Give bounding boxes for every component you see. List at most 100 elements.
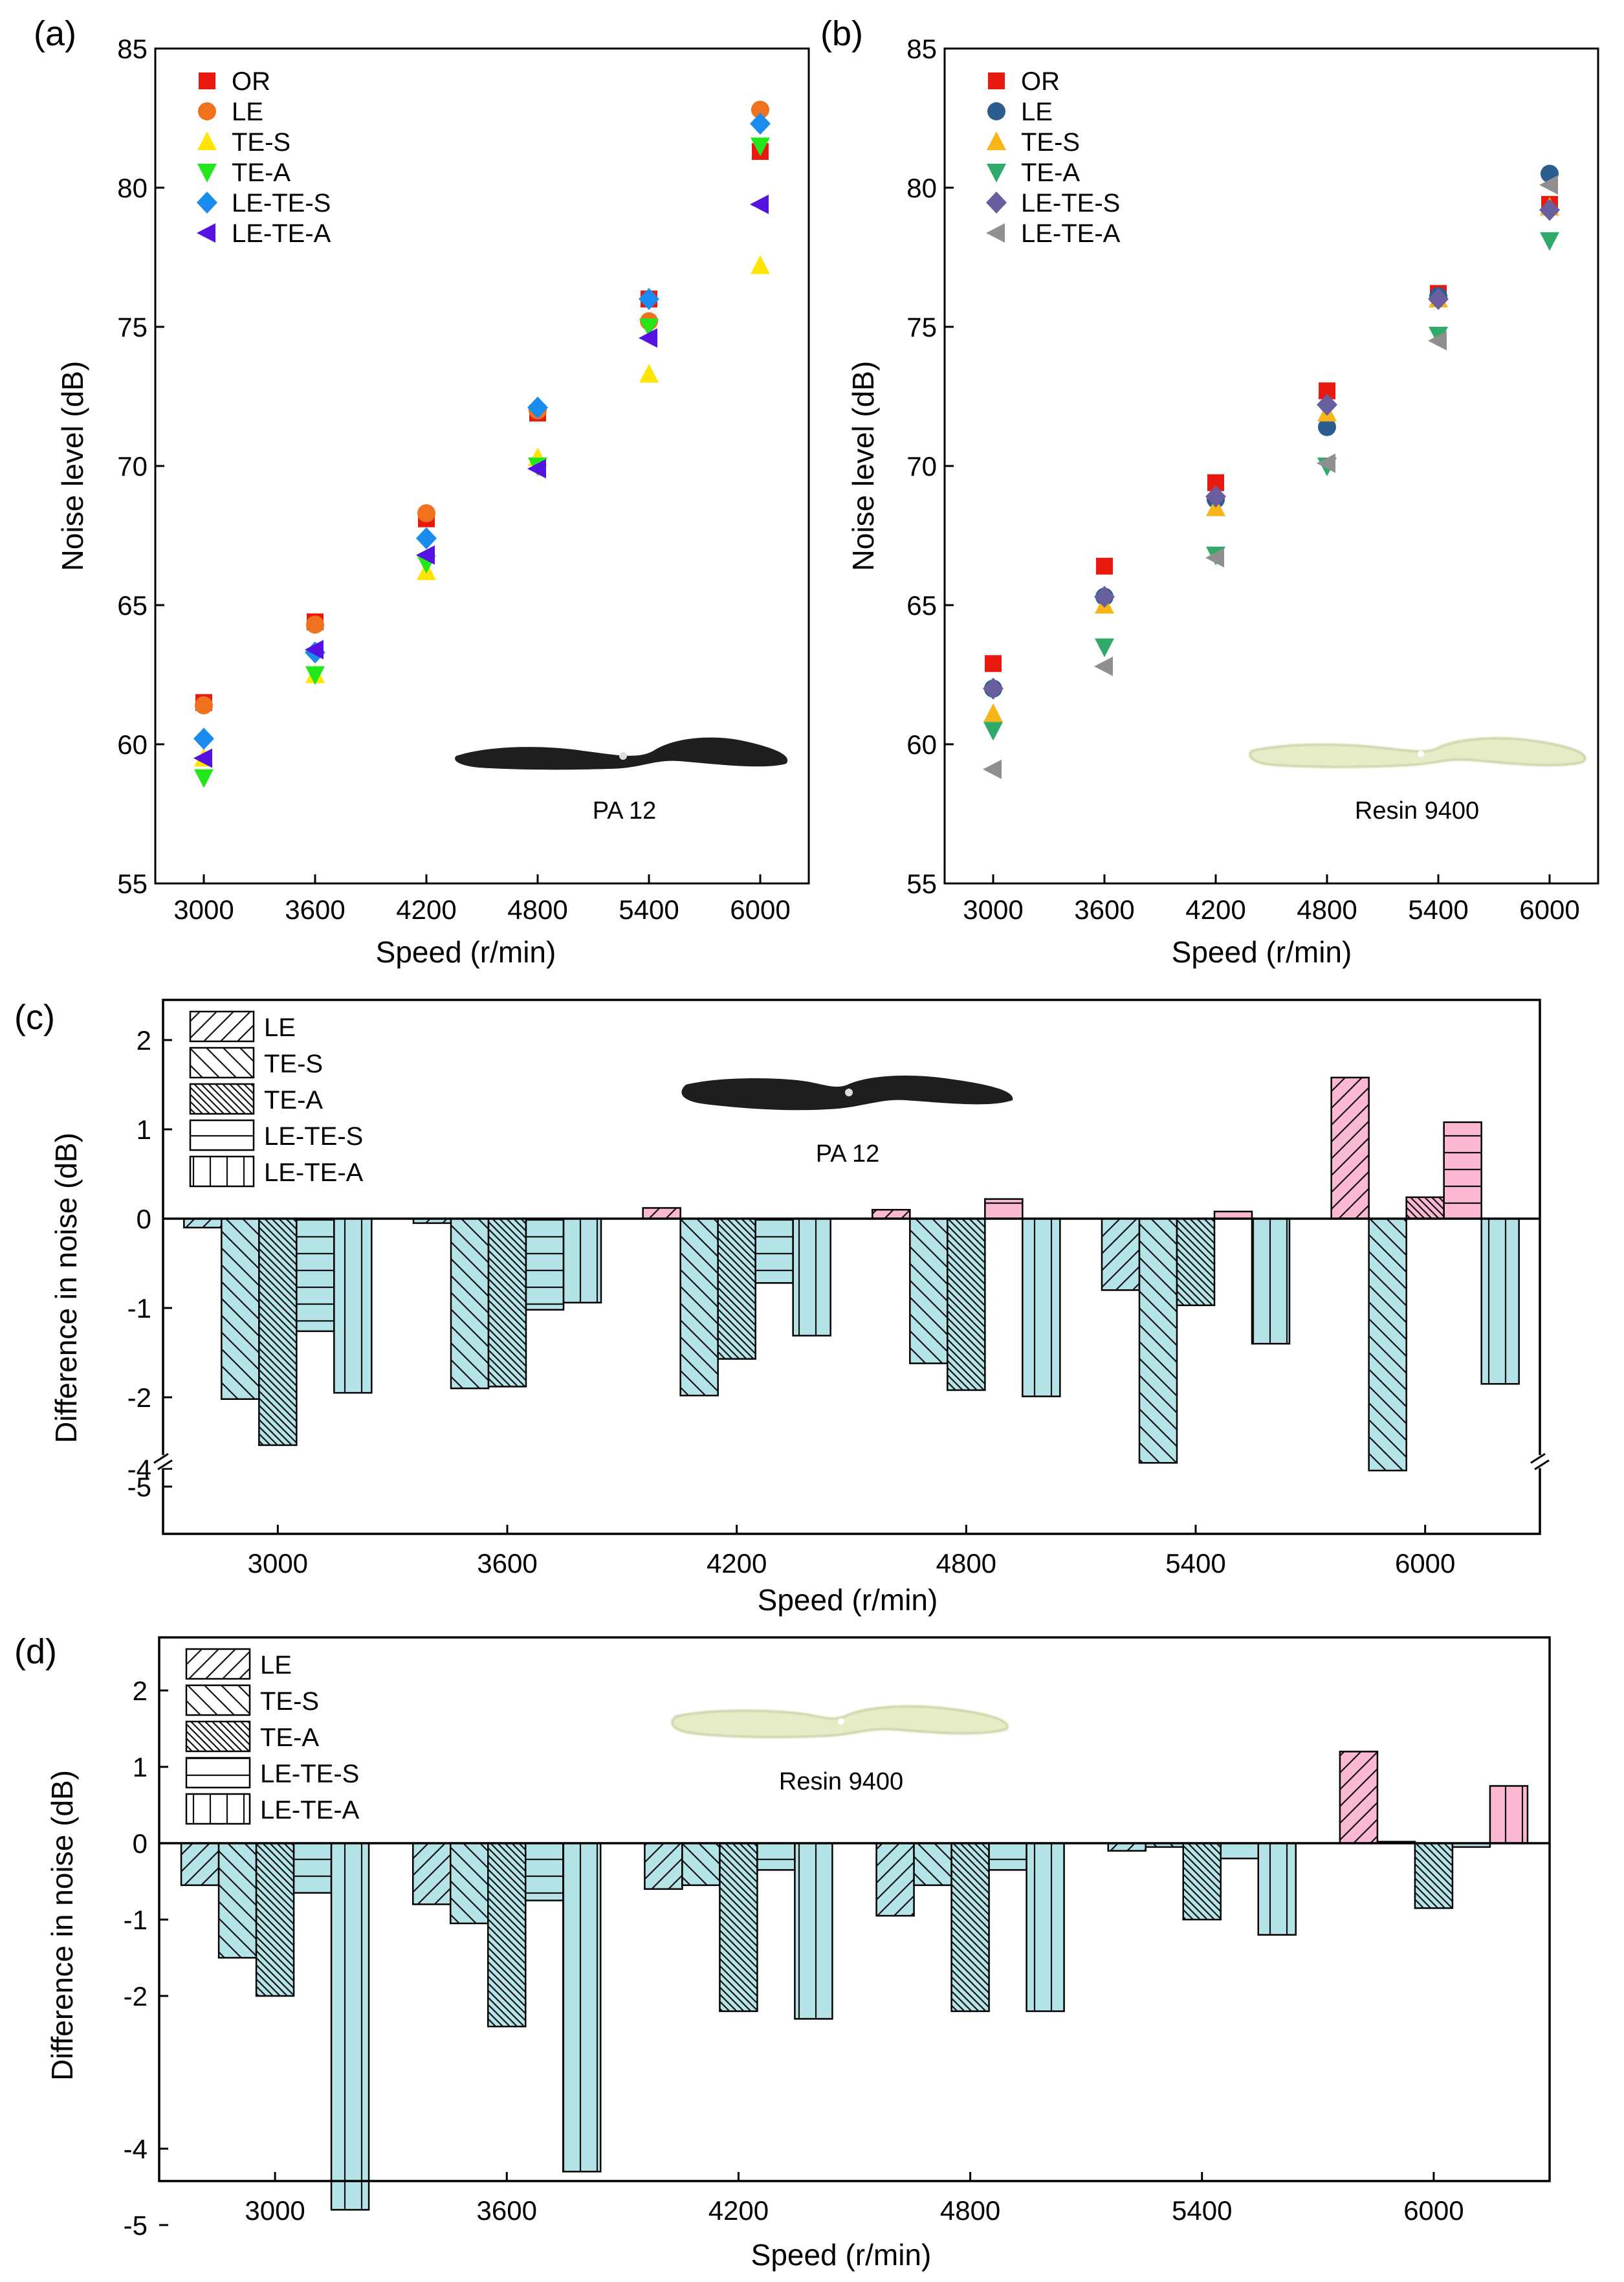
bar-hatch-c [334,1219,372,1393]
bar-marks-c [183,1076,1520,1472]
propeller-image-pa12-c [681,1075,1013,1111]
bar-hatch-d [331,1843,369,2210]
point-a-LE [195,696,213,715]
legend-label-a: LE-TE-A [232,219,331,248]
point-a-LE-TE-A [750,194,769,214]
material-label-a: PA 12 [593,797,657,825]
y-tick-label-b: 80 [906,173,937,203]
y-tick-label-d: -4 [124,2134,148,2164]
axis-break-gap-c [155,1455,171,1468]
legend-hatch-d [186,1722,250,1751]
x-tick-label-b: 4200 [1185,894,1245,925]
legend-marker-b [986,192,1007,214]
axis-break-mark-c [1530,1453,1546,1464]
y-tick-label-a: 70 [117,451,148,482]
y-tick-label-a: 55 [117,869,148,899]
legend-label-c: TE-A [264,1086,323,1114]
x-tick-label-d: 3600 [477,2195,537,2226]
x-tick-label-d: 4800 [940,2195,1000,2226]
point-b-LE-TE-A [1317,453,1335,473]
axis-break-mark-c [153,1453,169,1464]
legend-label-a: LE-TE-S [232,189,331,217]
x-tick-label-d: 5400 [1172,2195,1232,2226]
point-a-LE-TE-S [639,288,659,310]
point-a-TE-A [639,318,659,337]
plot-frame-c [162,999,1541,1535]
point-a-LE [751,100,769,119]
y-tick-label-b: 75 [906,312,937,342]
x-axis-title-b: Speed (r/min) [1172,935,1352,969]
axes-d: 3000 3600 4200 4800 5400 6000 2 1 0 -1 -2 -4 -5 LE TE-… [124,1636,1551,2241]
legend-hatch-d [186,1794,250,1824]
bar-hatch-c [1102,1219,1139,1291]
legend-label-a: TE-A [232,159,291,187]
point-b-LE-TE-S [1539,199,1560,221]
scatter-panel-b: 55 60 65 70 75 80 85 3000 3600 4200 4800 5400 6000 OR… [846,34,1599,969]
point-a-LE [417,504,435,523]
bar-hatch-c [413,1219,451,1223]
bar-hatch-d [488,1843,526,2027]
point-b-LE [1318,417,1336,436]
bar-hatch-c [985,1199,1023,1219]
point-b-TE-A [1540,232,1559,251]
bar-hatch-c [947,1219,985,1390]
bar-hatch-c [680,1219,718,1396]
point-b-LE-TE-S [1205,485,1226,508]
legend-label-d: TE-S [260,1687,319,1716]
axes-a: 55 60 65 70 75 80 85 3000 3600 4200 4800 5400 6000 OR… [117,34,810,925]
y-tick-label-a: 85 [117,34,148,64]
bar-hatch-d [181,1843,219,1885]
bar-hatch-d [682,1843,720,1885]
axis-break-gap-c [1532,1455,1548,1468]
bar-hatch-d [1220,1843,1258,1859]
bar-hatch-c [642,1208,681,1219]
x-axis-title-a: Speed (r/min) [376,935,556,969]
bar-hatch-c [526,1219,564,1310]
bar-hatch-c [910,1219,948,1364]
point-a-LE-TE-A [416,545,435,565]
y-tick-label-a: 75 [117,312,148,342]
legend-hatch-c [190,1157,254,1186]
x-axis-title-d: Speed (r/min) [751,2238,932,2272]
legend-marker-a [197,223,215,243]
legend-label-d: LE-TE-A [260,1796,360,1824]
x-axis-title-c: Speed (r/min) [758,1583,938,1617]
material-label-b: Resin 9400 [1355,797,1479,825]
x-tick-label-c: 4200 [707,1548,767,1579]
bar-hatch-c [1252,1219,1289,1344]
point-b-LE-TE-S [1317,393,1337,416]
bar-hatch-c [718,1219,756,1359]
x-tick-label-b: 5400 [1408,894,1468,925]
bar-hatch-c [259,1219,297,1445]
bar-hatch-c [451,1219,488,1389]
legend-marker-b [987,102,1005,120]
y-tick-label-c: 2 [137,1025,151,1056]
legend-label-c: LE-TE-A [264,1158,364,1187]
bar-hatch-d [219,1843,257,1958]
x-tick-label-a: 5400 [619,894,679,925]
legend-marker-a [197,164,217,183]
y-tick-label-c: -5 [127,1472,151,1502]
bar-hatch-d [951,1843,989,2011]
propeller-image-resin [1249,737,1586,768]
legend-marker-b [987,131,1006,150]
legend-hatch-c [190,1120,254,1150]
bar-hatch-d [256,1843,294,1996]
y-axis-title-c: Difference in noise (dB) [49,1133,83,1443]
bar-hatch-d [450,1843,488,1923]
x-tick-label-c: 5400 [1165,1548,1225,1579]
bar-hatch-c [872,1210,910,1219]
x-tick-label-a: 4200 [396,894,456,925]
plot-frame-d [158,1636,1551,2182]
y-axis-title-a: Noise level (dB) [56,361,89,571]
bar-hatch-d [1489,1786,1528,1843]
legend-label-d: LE [260,1651,292,1679]
y-tick-label-a: 60 [117,729,148,760]
legend-label-d: TE-A [260,1723,319,1752]
bar-hatch-d [525,1843,564,1901]
bar-hatch-c [1443,1122,1482,1219]
bar-hatch-d [1183,1843,1221,1920]
bar-hatch-c [564,1219,601,1303]
y-tick-label-d: -2 [124,1981,148,2011]
bar-hatch-c [296,1219,335,1331]
